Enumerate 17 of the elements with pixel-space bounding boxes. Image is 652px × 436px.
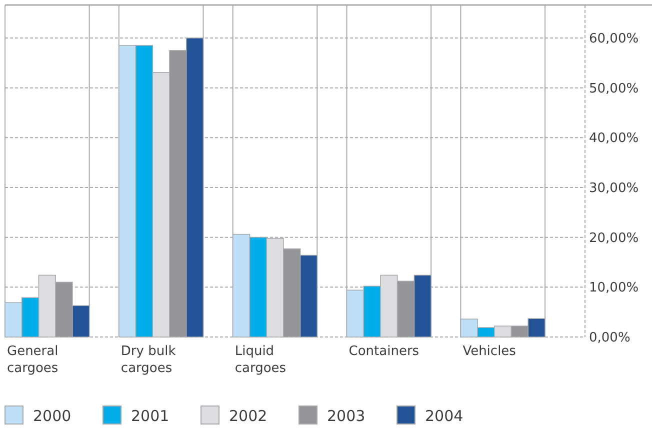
legend-label: 2000: [33, 407, 72, 425]
x-tick-label: Dry bulk cargoes: [120, 344, 176, 376]
x-tick-label: Liquid cargoes: [234, 344, 286, 376]
legend-label: 2001: [131, 407, 170, 425]
legend-label: 2004: [425, 407, 464, 425]
legend-label: 2002: [229, 407, 268, 425]
y-tick-label: 40,00%: [589, 131, 639, 146]
x-tick-label: General cargoes: [7, 344, 58, 376]
x-tick-label: Vehicles: [462, 344, 516, 359]
y-tick-label: 10,00%: [589, 280, 639, 296]
y-tick-label: 60,00%: [589, 32, 639, 47]
y-tick-label: 20,00%: [589, 230, 639, 246]
y-tick-label: 0,00%: [589, 330, 630, 346]
y-tick-label: 50,00%: [589, 81, 639, 96]
legend-label: 2003: [327, 407, 366, 425]
y-tick-label: 30,00%: [589, 181, 639, 196]
x-tick-label: Containers: [348, 344, 420, 359]
